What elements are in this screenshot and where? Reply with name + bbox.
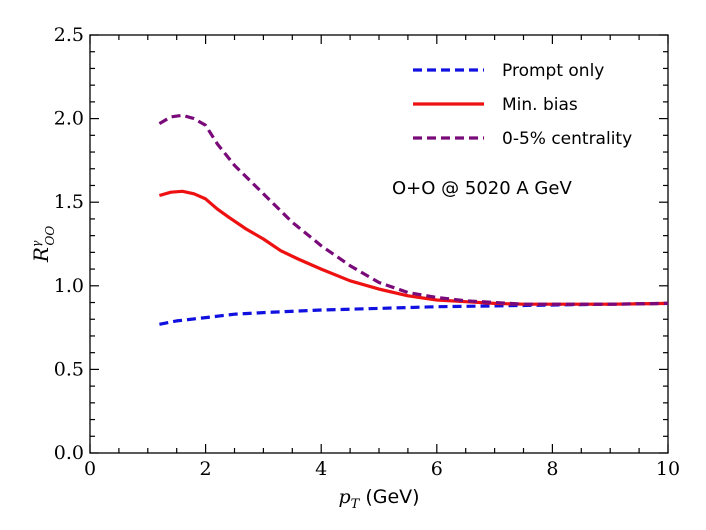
- x-tick-label: 10: [656, 458, 680, 480]
- series-lines: [158, 113, 669, 326]
- y-tick-label: 1.0: [54, 275, 84, 297]
- annotation-text: O+O @ 5020 A GeV: [392, 178, 572, 199]
- legend-label-1: Min. bias: [502, 95, 578, 115]
- x-axis-label: pT (GeV): [338, 486, 419, 512]
- series-line-2: [158, 113, 669, 306]
- y-tick-label: 2.5: [54, 24, 84, 46]
- x-tick-label: 2: [200, 458, 212, 480]
- legend-label-0: Prompt only: [502, 61, 604, 81]
- legend-label-2: 0-5% centrality: [502, 129, 632, 149]
- plot-frame: [89, 34, 669, 454]
- x-tick-label: 6: [431, 458, 443, 480]
- x-tick-label: 4: [315, 458, 327, 480]
- tick-labels: 0 2 4 6 8 10 0.0 0.5 1.0 1.5 2.0 2.5: [54, 24, 680, 480]
- y-tick-label: 0.5: [54, 358, 84, 380]
- y-tick-label: 1.5: [54, 191, 84, 213]
- series-line-1: [158, 189, 669, 306]
- ticks: [89, 34, 669, 454]
- y-tick-label: 0.0: [54, 442, 84, 464]
- y-axis-label: RγOO: [29, 226, 57, 263]
- y-tick-label: 2.0: [54, 108, 84, 130]
- x-tick-label: 8: [546, 458, 558, 480]
- series-line-0: [159, 301, 669, 326]
- x-tick-label: 0: [84, 458, 96, 480]
- legend: Prompt only Min. bias 0-5% centrality: [413, 61, 632, 149]
